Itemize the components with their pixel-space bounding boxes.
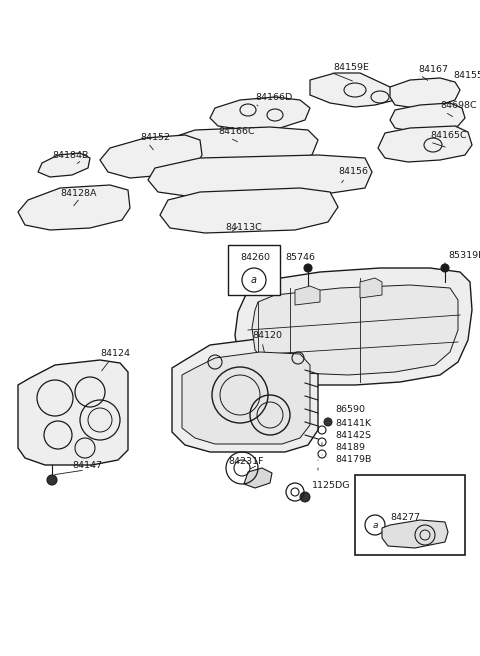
Text: 84147: 84147 xyxy=(72,461,102,470)
Polygon shape xyxy=(210,97,310,130)
Text: 84167: 84167 xyxy=(418,66,448,75)
Polygon shape xyxy=(38,153,90,177)
Polygon shape xyxy=(295,286,320,305)
Text: a: a xyxy=(251,275,257,285)
Text: 84166D: 84166D xyxy=(255,92,292,102)
Polygon shape xyxy=(310,73,400,107)
Circle shape xyxy=(441,264,449,272)
Text: 84165C: 84165C xyxy=(430,131,467,140)
Text: 84113C: 84113C xyxy=(225,224,262,232)
Text: a: a xyxy=(372,520,378,529)
Polygon shape xyxy=(148,155,372,198)
Text: 1125DG: 1125DG xyxy=(312,480,350,489)
Text: 84120: 84120 xyxy=(252,331,282,340)
Text: 84260: 84260 xyxy=(240,253,270,262)
Polygon shape xyxy=(160,188,338,233)
Text: 84277: 84277 xyxy=(390,514,420,522)
FancyBboxPatch shape xyxy=(228,245,280,295)
Text: 84698C: 84698C xyxy=(440,100,477,110)
Polygon shape xyxy=(252,285,458,375)
Polygon shape xyxy=(378,126,472,162)
Text: 84124: 84124 xyxy=(100,350,130,358)
Circle shape xyxy=(47,475,57,485)
Polygon shape xyxy=(244,468,272,488)
Text: 84128A: 84128A xyxy=(60,188,96,197)
Polygon shape xyxy=(390,103,465,132)
Text: 84189: 84189 xyxy=(335,443,365,451)
Text: 84155: 84155 xyxy=(453,70,480,79)
Circle shape xyxy=(300,492,310,502)
Polygon shape xyxy=(390,78,460,108)
Text: 84179B: 84179B xyxy=(335,455,372,464)
Text: 84142S: 84142S xyxy=(335,430,371,440)
Circle shape xyxy=(324,418,332,426)
Circle shape xyxy=(304,264,312,272)
Polygon shape xyxy=(18,185,130,230)
Polygon shape xyxy=(100,135,202,178)
Text: 86590: 86590 xyxy=(335,405,365,415)
Text: 85319D: 85319D xyxy=(448,251,480,260)
Polygon shape xyxy=(18,360,128,465)
Text: 84156: 84156 xyxy=(338,167,368,176)
Text: 84152: 84152 xyxy=(140,134,170,142)
Text: 84166C: 84166C xyxy=(218,127,254,136)
Polygon shape xyxy=(360,278,382,298)
Polygon shape xyxy=(158,127,318,165)
Text: 84141K: 84141K xyxy=(335,419,371,428)
Polygon shape xyxy=(182,352,310,444)
Polygon shape xyxy=(235,268,472,385)
Text: 84231F: 84231F xyxy=(228,457,264,466)
FancyBboxPatch shape xyxy=(355,475,465,555)
Text: 84159E: 84159E xyxy=(333,64,369,73)
Text: 85746: 85746 xyxy=(285,253,315,262)
Polygon shape xyxy=(172,338,318,452)
Polygon shape xyxy=(382,520,448,548)
Text: 84184B: 84184B xyxy=(52,150,88,159)
